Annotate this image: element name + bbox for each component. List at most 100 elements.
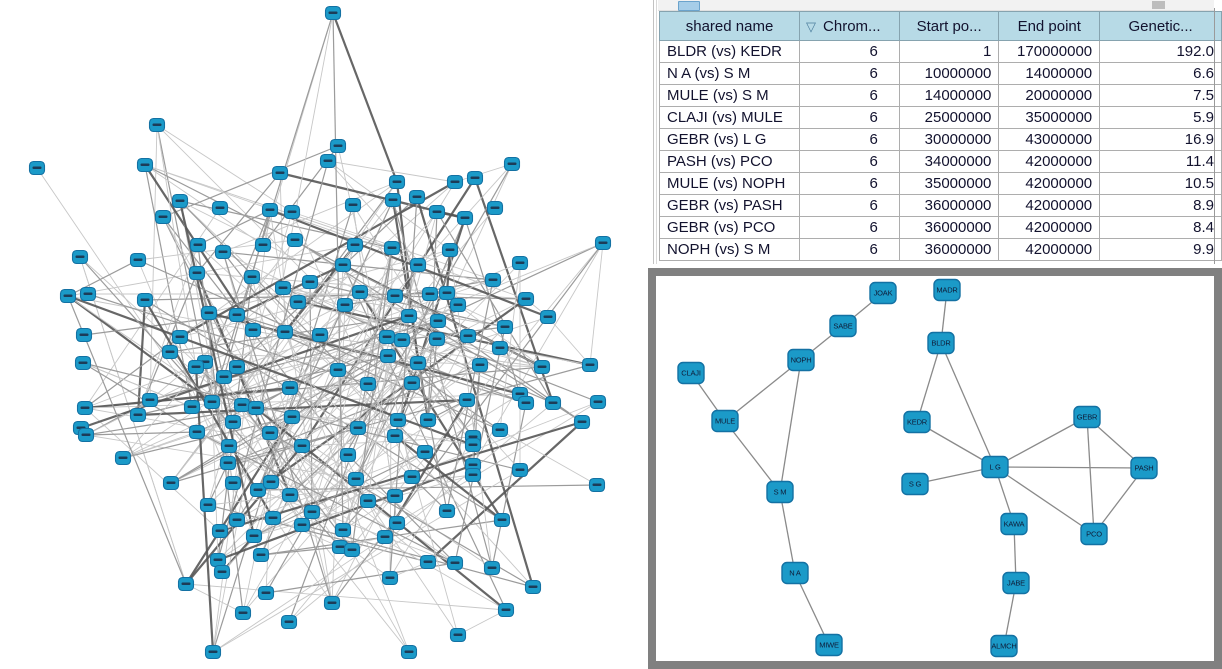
column-header-2[interactable]: Start po...: [898, 11, 1000, 41]
network-edge: [397, 419, 459, 636]
table-row[interactable]: MULE (vs) NOPH 6 35000000 42000000 10.5: [658, 172, 1222, 195]
node-label-smudge: [280, 330, 290, 333]
node-label-smudge: [470, 176, 480, 179]
node-label-smudge: [390, 434, 400, 437]
column-header-4[interactable]: Genetic...: [1099, 11, 1222, 41]
node-label-smudge: [453, 633, 463, 636]
table-header: shared name ▽ Chrom... Start po... End point…: [658, 11, 1222, 41]
network-edge: [137, 244, 199, 416]
subnetwork-node[interactable]: [869, 281, 897, 305]
subnetwork-node[interactable]: [815, 633, 843, 657]
subnetwork-node[interactable]: [677, 361, 705, 385]
subnetwork-node[interactable]: [781, 561, 809, 585]
network-edge: [331, 242, 604, 604]
network-edge: [344, 279, 494, 306]
node-label-smudge: [412, 195, 422, 198]
node-label-smudge: [251, 406, 261, 409]
column-header-1[interactable]: ▽ Chrom...: [799, 11, 900, 41]
table-row[interactable]: NOPH (vs) S M 6 36000000 42000000 9.9: [658, 238, 1222, 261]
subnetwork-node[interactable]: [766, 480, 794, 504]
node-label-smudge: [425, 292, 435, 295]
subnetwork-node[interactable]: [1073, 405, 1101, 429]
node-label-smudge: [175, 335, 185, 338]
subnetwork-panel: JOAK SABE NOPH CLAJI MULE MADR BLDR KEDR GEBR L G…: [648, 268, 1222, 669]
table-cell: 9.9: [1099, 238, 1222, 261]
table-cell: 6: [799, 194, 900, 217]
subnetwork-node[interactable]: [990, 634, 1018, 658]
panel-splitter[interactable]: [653, 0, 654, 264]
node-label-smudge: [543, 315, 553, 318]
subnetwork-node-label: L G: [989, 463, 1001, 472]
node-label-smudge: [204, 311, 214, 314]
node-label-smudge: [433, 319, 443, 322]
table-row[interactable]: BLDR (vs) KEDR 6 1 170000000 192.0: [658, 40, 1222, 63]
subnetwork-node[interactable]: [927, 331, 955, 355]
subnetwork-node[interactable]: [901, 472, 929, 496]
subnetwork-node[interactable]: [829, 314, 857, 338]
table-scroll-strip[interactable]: [658, 0, 1214, 11]
subnetwork-node[interactable]: [1002, 571, 1030, 595]
node-label-smudge: [297, 523, 307, 526]
table-right-edge: [1214, 8, 1215, 264]
node-label-smudge: [515, 468, 525, 471]
node-label-smudge: [495, 346, 505, 349]
node-label-smudge: [152, 123, 162, 126]
node-label-smudge: [393, 418, 403, 421]
table-cell: 14000000: [898, 84, 1000, 107]
node-label-smudge: [228, 420, 238, 423]
subnetwork-node[interactable]: [1000, 512, 1028, 536]
table-row[interactable]: CLAJI (vs) MULE 6 25000000 35000000 5.9: [658, 106, 1222, 129]
subnetwork-node[interactable]: [1130, 456, 1158, 480]
column-header-3[interactable]: End point: [998, 11, 1101, 41]
subnetwork-canvas[interactable]: JOAK SABE NOPH CLAJI MULE MADR BLDR KEDR GEBR L G…: [656, 276, 1214, 661]
table-row[interactable]: MULE (vs) S M 6 14000000 20000000 7.5: [658, 84, 1222, 107]
node-label-smudge: [232, 313, 242, 316]
table-cell: MULE (vs) NOPH: [658, 172, 801, 195]
subnetwork-node[interactable]: [1080, 522, 1108, 546]
table-row[interactable]: GEBR (vs) L G 6 30000000 43000000 16.9: [658, 128, 1222, 151]
column-header-0[interactable]: shared name: [658, 11, 801, 41]
network-edge: [84, 407, 221, 532]
table-row[interactable]: GEBR (vs) PCO 6 36000000 42000000 8.4: [658, 216, 1222, 239]
node-label-smudge: [407, 381, 417, 384]
node-label-smudge: [265, 208, 275, 211]
scrollbar-thumb[interactable]: [678, 1, 700, 11]
node-label-smudge: [133, 413, 143, 416]
subnetwork-edge: [994, 416, 1088, 468]
subnetwork-node[interactable]: [933, 278, 961, 302]
network-edge: [269, 208, 549, 319]
scrollbar-piece[interactable]: [1152, 1, 1165, 9]
subnetwork-node[interactable]: [981, 455, 1009, 479]
table-row[interactable]: GEBR (vs) PASH 6 36000000 42000000 8.9: [658, 194, 1222, 217]
node-label-smudge: [468, 473, 478, 476]
subnetwork-node-label: ALMCH: [991, 642, 1016, 651]
node-label-smudge: [79, 333, 89, 336]
table-row[interactable]: PASH (vs) PCO 6 34000000 42000000 11.4: [658, 150, 1222, 173]
network-overview-panel[interactable]: [0, 0, 650, 669]
subnetwork-node[interactable]: [903, 410, 931, 434]
table-row[interactable]: N A (vs) S M 6 10000000 14000000 6.6: [658, 62, 1222, 85]
network-edge: [196, 431, 507, 611]
overview-network-canvas[interactable]: [0, 0, 650, 669]
node-label-smudge: [577, 420, 587, 423]
subnetwork-node[interactable]: [787, 348, 815, 372]
node-label-smudge: [432, 210, 442, 213]
node-label-smudge: [193, 243, 203, 246]
node-label-smudge: [323, 159, 333, 162]
table-cell: 42000000: [998, 216, 1101, 239]
network-edge: [457, 609, 507, 636]
node-label-smudge: [268, 516, 278, 519]
node-label-smudge: [392, 521, 402, 524]
node-label-smudge: [208, 650, 218, 653]
network-edge: [67, 295, 213, 403]
network-edge: [589, 242, 604, 366]
network-edge: [241, 404, 341, 548]
node-label-smudge: [348, 203, 358, 206]
node-label-smudge: [397, 338, 407, 341]
filter-icon[interactable]: ▽: [806, 18, 817, 34]
network-edge: [179, 181, 456, 338]
subnetwork-edge: [779, 359, 802, 493]
node-label-smudge: [338, 528, 348, 531]
table-cell: 36000000: [898, 238, 1000, 261]
subnetwork-node[interactable]: [711, 409, 739, 433]
